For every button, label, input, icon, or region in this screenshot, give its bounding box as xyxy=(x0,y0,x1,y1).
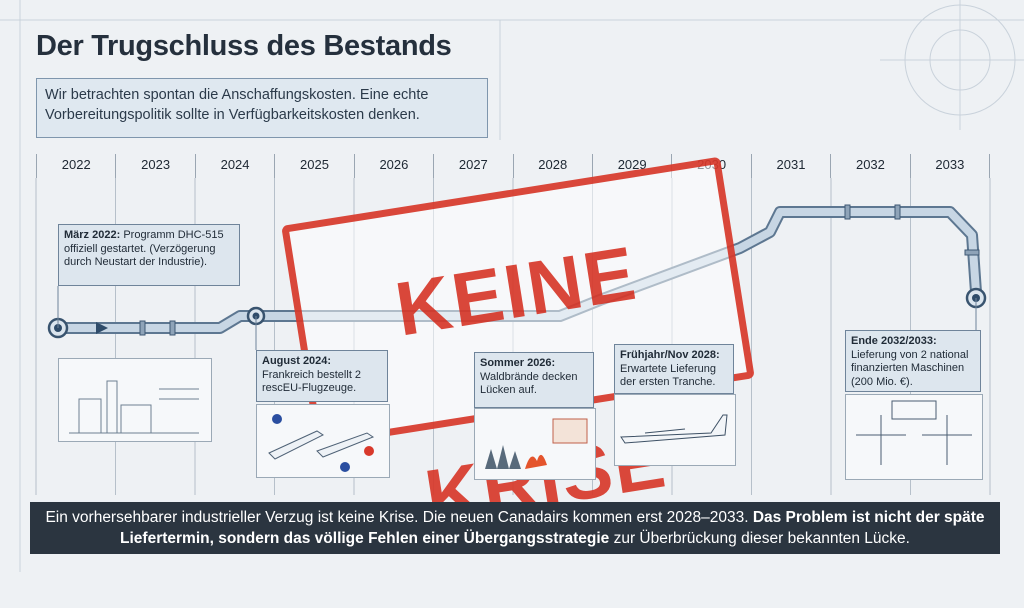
event-date: März 2022: xyxy=(64,229,121,241)
event-card-2028: Frühjahr/Nov 2028: Erwartete Lieferung d… xyxy=(614,344,734,394)
year-label: 2022 xyxy=(36,154,115,178)
event-text: Lieferung von 2 national finanzierten Ma… xyxy=(851,348,969,388)
footer-emphasis: Das Problem ist nicht der späte Lieferte… xyxy=(120,509,985,547)
event-card-2024: August 2024: Frankreich bestellt 2 rescE… xyxy=(256,350,388,402)
year-label: 2031 xyxy=(750,154,830,178)
event-text: Waldbrände decken Lücken auf. xyxy=(480,370,578,397)
refinery-illustration xyxy=(58,358,212,442)
conclusion-footer: Ein vorhersehbarer industrieller Verzug … xyxy=(30,502,1000,554)
event-date: Frühjahr/Nov 2028: xyxy=(620,349,720,361)
event-card-2022: März 2022: Programm DHC-515 offiziell ge… xyxy=(58,224,240,286)
event-text: Frankreich bestellt 2 rescEU-Flugzeuge. xyxy=(262,368,362,395)
year-label: 2027 xyxy=(433,154,512,178)
event-date: Sommer 2026: xyxy=(480,357,556,369)
year-label: 2028 xyxy=(512,154,592,178)
year-label: 2023 xyxy=(115,154,194,178)
year-label: 2032 xyxy=(830,154,909,178)
year-label: 2033 xyxy=(909,154,991,178)
event-card-2033: Ende 2032/2033: Lieferung von 2 national… xyxy=(845,330,981,392)
blueprint-background xyxy=(0,0,1024,572)
event-text: Erwartete Lieferung der ersten Tranche. xyxy=(620,362,716,389)
aircraft-blueprint-illustration xyxy=(845,394,983,480)
page-title: Der Trugschluss des Bestands xyxy=(36,30,452,62)
year-label: 2026 xyxy=(353,154,433,178)
wildfire-illustration xyxy=(474,408,596,480)
event-card-2026: Sommer 2026: Waldbrände decken Lücken au… xyxy=(474,352,594,408)
canadair-aircraft-illustration xyxy=(614,394,736,466)
event-text: Programm DHC-515 offiziell gestartet. (V… xyxy=(64,229,224,268)
event-date: August 2024: xyxy=(262,355,332,367)
year-label: 2024 xyxy=(194,154,274,178)
footer-text: Ein vorhersehbarer industrieller Verzug … xyxy=(45,509,753,526)
footer-text-end: zur Überbrückung dieser bekannten Lücke. xyxy=(609,530,910,547)
year-axis: 2022 2023 2024 2025 2026 2027 2028 2029 … xyxy=(36,154,991,178)
subtitle-box: Wir betrachten spontan die Anschaffungsk… xyxy=(36,78,488,138)
event-date: Ende 2032/2033: xyxy=(851,335,937,347)
aircraft-fuselage-illustration xyxy=(256,404,390,478)
year-label: 2025 xyxy=(274,154,353,178)
